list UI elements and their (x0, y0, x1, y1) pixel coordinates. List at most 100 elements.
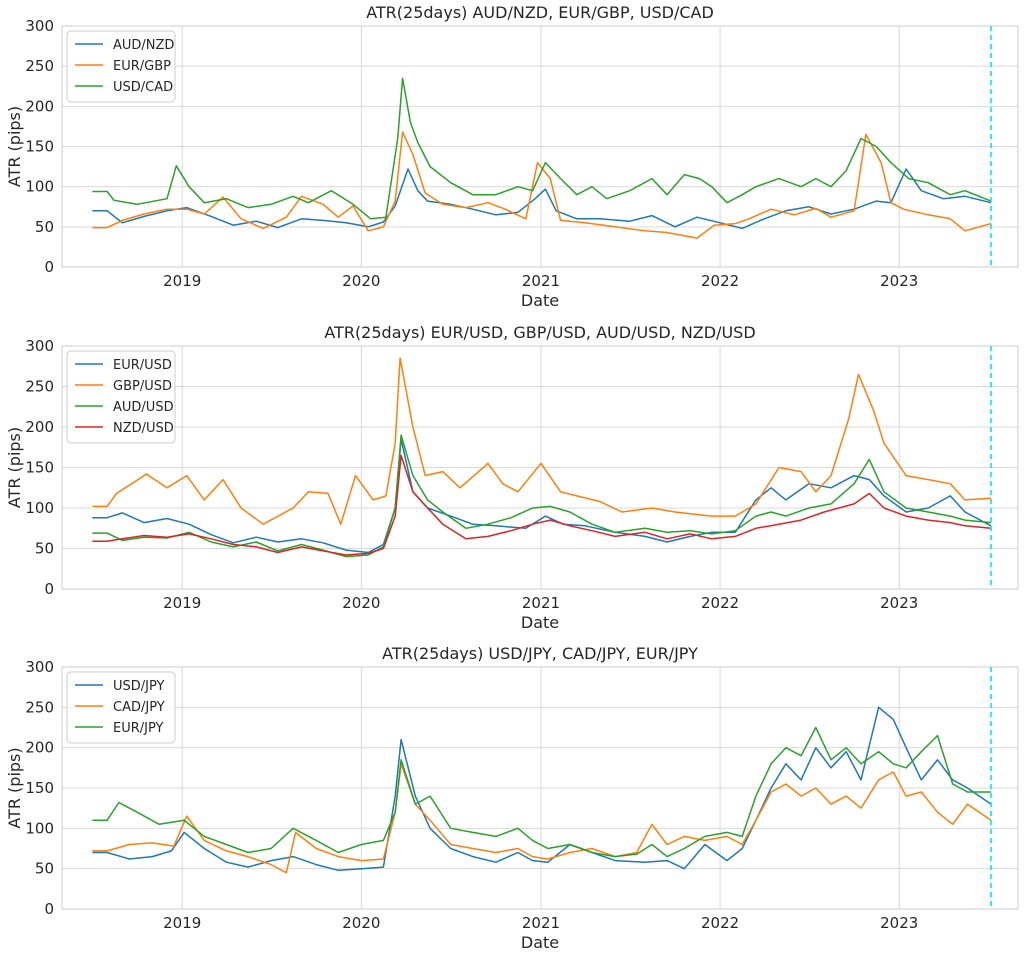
x-tick-label: 2021 (522, 914, 560, 932)
y-tick-label: 250 (25, 378, 54, 396)
legend-label: EUR/USD (113, 358, 172, 373)
x-tick-label: 2023 (880, 914, 918, 932)
y-tick-label: 0 (44, 580, 54, 598)
legend-label: EUR/GBP (113, 59, 171, 74)
y-tick: 300 (25, 17, 54, 35)
y-tick: 200 (25, 97, 54, 115)
x-tick-label: 2021 (522, 272, 560, 290)
y-tick: 250 (25, 378, 54, 396)
y-tick: 50 (35, 540, 54, 558)
x-tick: 2021 (522, 914, 560, 932)
y-tick-label: 0 (44, 900, 54, 918)
y-tick: 0 (44, 580, 54, 598)
chart-panel-1: 0 50 100 150 200 250 300 2019 2020 2021 2022 2023 Da… (5, 3, 1019, 310)
series-line-eur-usd (92, 438, 992, 554)
x-tick: 2019 (163, 594, 201, 612)
y-tick: 150 (25, 779, 54, 797)
x-tick: 2020 (342, 914, 380, 932)
x-tick-label: 2022 (701, 272, 739, 290)
chart-title: ATR(25days) AUD/NZD, EUR/GBP, USD/CAD (366, 3, 714, 22)
x-tick: 2022 (701, 594, 739, 612)
y-tick-label: 250 (25, 698, 54, 716)
x-tick-label: 2019 (163, 914, 201, 932)
y-tick: 0 (44, 900, 54, 918)
legend-label: GBP/USD (113, 379, 172, 394)
y-tick-label: 300 (25, 17, 54, 35)
y-tick: 150 (25, 459, 54, 477)
plot-frame (61, 25, 1019, 268)
x-tick: 2020 (342, 594, 380, 612)
legend-box (66, 350, 176, 444)
y-tick-label: 100 (25, 178, 54, 196)
x-tick: 2020 (342, 272, 380, 290)
y-tick: 50 (35, 860, 54, 878)
legend-label: USD/JPY (113, 679, 165, 694)
y-tick-label: 200 (25, 97, 54, 115)
y-tick: 50 (35, 218, 54, 236)
legend: AUD/NZD EUR/GBP USD/CAD (66, 30, 176, 103)
y-tick: 300 (25, 337, 54, 355)
y-tick-label: 200 (25, 418, 54, 436)
x-tick-label: 2020 (342, 914, 380, 932)
legend-label: USD/CAD (113, 80, 173, 95)
x-tick: 2023 (880, 272, 918, 290)
x-tick: 2023 (880, 914, 918, 932)
x-tick: 2019 (163, 272, 201, 290)
x-tick-label: 2023 (880, 594, 918, 612)
x-tick-label: 2023 (880, 272, 918, 290)
legend-box (66, 30, 176, 103)
legend: EUR/USD GBP/USD AUD/USD NZD/USD (66, 350, 176, 444)
x-tick: 2022 (701, 272, 739, 290)
series-line-cad-jpy (92, 763, 992, 874)
y-axis-label: ATR (pips) (5, 747, 24, 828)
x-tick-label: 2019 (163, 272, 201, 290)
x-tick: 2023 (880, 594, 918, 612)
y-tick: 250 (25, 698, 54, 716)
x-tick: 2019 (163, 914, 201, 932)
x-tick: 2021 (522, 272, 560, 290)
y-tick-label: 150 (25, 138, 54, 156)
y-tick: 200 (25, 418, 54, 436)
y-tick-label: 200 (25, 739, 54, 757)
y-axis-label: ATR (pips) (5, 106, 24, 187)
series-line-eur-jpy (92, 726, 991, 858)
y-tick-label: 0 (44, 258, 54, 276)
series-line-eur-gbp (92, 131, 992, 239)
y-tick-label: 300 (25, 337, 54, 355)
y-tick-label: 250 (25, 57, 54, 75)
grid (62, 666, 1018, 910)
y-tick: 250 (25, 57, 54, 75)
y-tick: 0 (44, 258, 54, 276)
legend-label: CAD/JPY (113, 700, 165, 715)
legend-label: EUR/JPY (113, 721, 164, 736)
x-axis-label: Date (521, 933, 559, 952)
x-tick: 2022 (701, 914, 739, 932)
x-tick-label: 2022 (701, 914, 739, 932)
x-tick-label: 2019 (163, 594, 201, 612)
y-tick-label: 150 (25, 459, 54, 477)
series-line-usd-cad (92, 77, 992, 220)
y-tick: 100 (25, 819, 54, 837)
y-tick: 100 (25, 178, 54, 196)
x-tick: 2021 (522, 594, 560, 612)
legend-box (66, 671, 176, 744)
x-axis-label: Date (521, 613, 559, 632)
series-line-aud-nzd (92, 168, 992, 230)
y-axis-label: ATR (pips) (5, 427, 24, 508)
legend-label: AUD/USD (113, 400, 174, 415)
legend-label: AUD/NZD (113, 38, 174, 53)
y-tick-label: 100 (25, 499, 54, 517)
series-line-gbp-usd (92, 357, 992, 525)
y-tick-label: 300 (25, 658, 54, 676)
y-tick: 200 (25, 739, 54, 757)
y-tick: 300 (25, 658, 54, 676)
x-tick-label: 2020 (342, 272, 380, 290)
y-tick-label: 50 (35, 860, 54, 878)
y-tick-label: 100 (25, 819, 54, 837)
plot-frame (61, 666, 1019, 910)
series-line-usd-jpy (92, 706, 992, 872)
legend: USD/JPY CAD/JPY EUR/JPY (66, 671, 176, 744)
y-tick: 100 (25, 499, 54, 517)
x-tick-label: 2022 (701, 594, 739, 612)
